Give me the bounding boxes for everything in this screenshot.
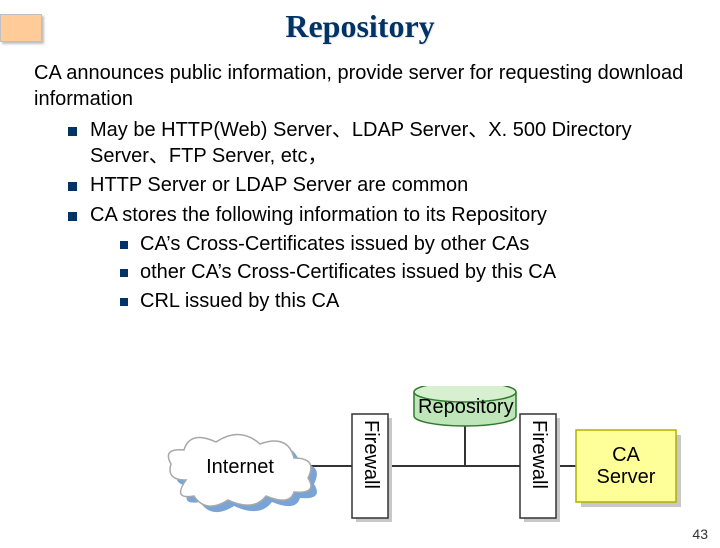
list-item: HTTP Server or LDAP Server are common [68,173,686,199]
corner-decor [0,14,42,42]
lead-text: CA announces public information, provide… [34,61,686,112]
network-diagram: Internet Repository Firewall Firewall CA… [0,386,720,526]
list-item: CA’s Cross-Certificates issued by other … [120,232,686,258]
list-item-text: May be HTTP(Web) Server、LDAP Server、X. 5… [90,119,632,167]
list-item: May be HTTP(Web) Server、LDAP Server、X. 5… [68,118,686,169]
list-item-text: CA’s Cross-Certificates issued by other … [140,233,529,255]
list-item-text: HTTP Server or LDAP Server are common [90,174,468,196]
firewall2-label: Firewall [527,420,550,489]
list-item: other CA’s Cross-Certificates issued by … [120,260,686,286]
list-item-text: CRL issued by this CA [140,290,339,312]
list-item-text: CA stores the following information to i… [90,204,547,226]
slide-body: CA announces public information, provide… [0,45,720,314]
list-item: CA stores the following information to i… [68,203,686,314]
page-title: Repository [0,8,720,45]
list-item: CRL issued by this CA [120,289,686,315]
internet-label: Internet [200,456,280,479]
bullet-list: May be HTTP(Web) Server、LDAP Server、X. 5… [34,118,686,314]
ca-server-label: CA Server [586,444,666,488]
sub-bullet-list: CA’s Cross-Certificates issued by other … [90,232,686,315]
firewall1-label: Firewall [359,420,382,489]
repository-label: Repository [418,396,514,419]
list-item-text: other CA’s Cross-Certificates issued by … [140,261,556,283]
